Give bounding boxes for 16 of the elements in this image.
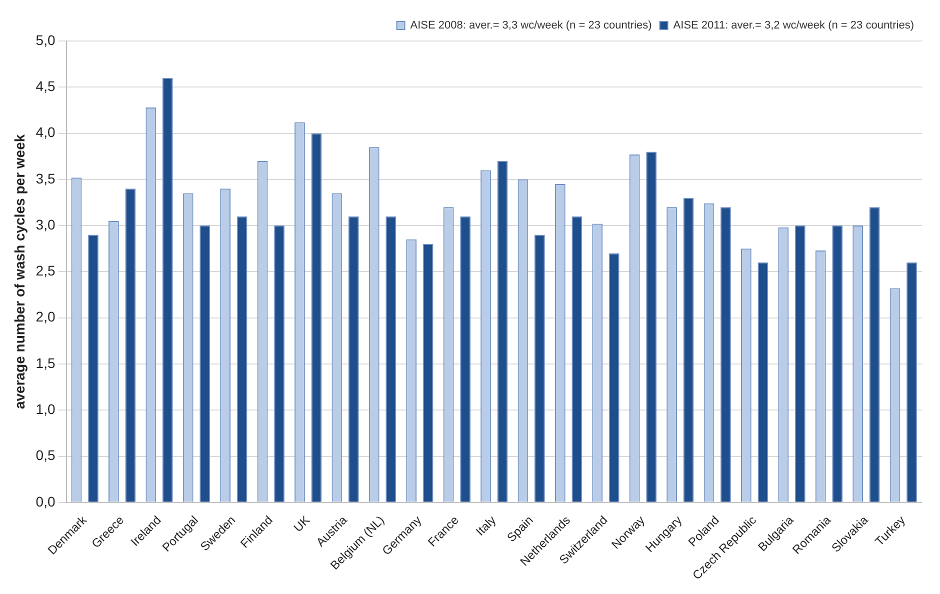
y-tick-label: 4,0 xyxy=(36,124,56,140)
y-tick-label: 2,0 xyxy=(36,308,56,325)
x-tick-label: Italy xyxy=(473,513,499,539)
y-tick-label: 2,5 xyxy=(36,262,56,279)
y-axis-title: average number of wash cycles per week xyxy=(11,134,28,410)
y-tick-label: 1,0 xyxy=(36,400,56,417)
y-tick-label: 0,0 xyxy=(36,493,56,510)
y-tick-label: 4,5 xyxy=(36,78,56,94)
legend-label: AISE 2008: aver.= 3,3 wc/week (n = 23 countries) xyxy=(410,20,652,32)
y-tick-label: 3,5 xyxy=(36,170,56,186)
y-tick-label: 5,0 xyxy=(36,32,56,48)
y-tick-label: 1,5 xyxy=(36,354,56,371)
x-tick-label: UK xyxy=(290,513,313,535)
y-tick-label: 0,5 xyxy=(36,447,56,464)
y-tick-label: 3,0 xyxy=(36,216,56,232)
legend-label: AISE 2011: aver.= 3,2 wc/week (n = 23 countries) xyxy=(673,20,914,32)
